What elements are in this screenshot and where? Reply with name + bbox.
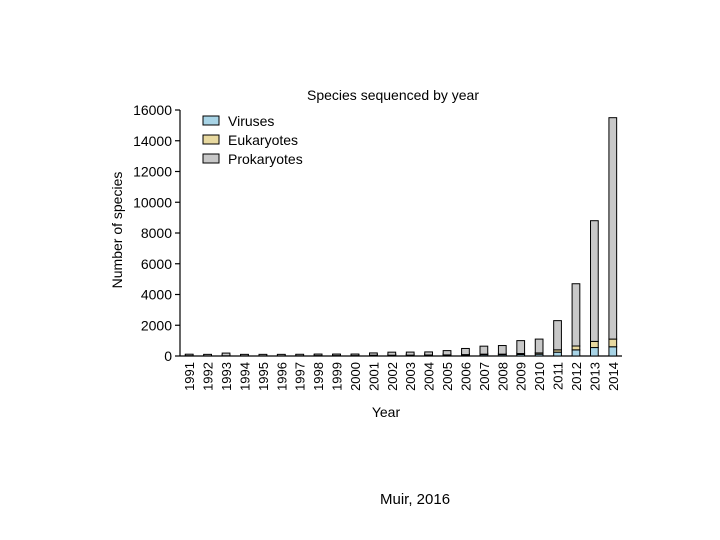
source-caption: Muir, 2016: [380, 491, 451, 508]
bar-segment-prokaryotes: [497, 345, 507, 355]
bar-segment-prokaryotes: [258, 353, 268, 357]
y-tick-label: 10000: [133, 194, 172, 210]
y-tick-label: 0: [164, 348, 172, 364]
bar-segment-prokaryotes: [369, 352, 378, 356]
bar-segment-viruses: [590, 347, 599, 357]
bar-segment-prokaryotes: [590, 220, 599, 342]
y-tick-label: 4000: [141, 287, 172, 303]
y-tick-label: 8000: [141, 225, 172, 241]
y-axis-label: Number of species: [109, 172, 125, 289]
bar-segment-viruses: [608, 346, 618, 357]
x-tick-label: 2001: [366, 362, 381, 391]
bar-segment-eukaryotes: [608, 338, 618, 348]
bar-segment-prokaryotes: [405, 351, 415, 356]
x-tick-label: 2008: [495, 362, 510, 391]
bar-segment-prokaryotes: [240, 353, 249, 357]
bar-segment-prokaryotes: [442, 350, 452, 356]
legend-swatch-eukaryotes: [202, 134, 220, 145]
x-tick-label: 2005: [440, 362, 455, 391]
x-tick-label: 1998: [311, 362, 326, 391]
x-tick-label: 2007: [477, 362, 492, 391]
legend-label-eukaryotes: Eukaryotes: [228, 132, 298, 148]
x-tick-label: 2006: [458, 362, 473, 391]
x-tick-label: 1993: [219, 362, 234, 391]
x-tick-label: 1996: [274, 362, 289, 391]
legend-swatch-prokaryotes: [202, 153, 220, 164]
x-axis: 1991 1992 1993 1994 1995 1996 1997 1998 1999 2000…: [180, 355, 622, 391]
bar-segment-prokaryotes: [516, 340, 526, 355]
bar-segment-prokaryotes: [313, 353, 323, 357]
bar-segment-prokaryotes: [221, 352, 231, 357]
bar-segment-viruses: [553, 351, 562, 357]
y-axis: 0 2000 4000 6000 8000 10000 12000 14000 16000: [133, 102, 181, 364]
bar-segment-viruses: [571, 349, 581, 357]
x-tick-label: 1994: [237, 362, 252, 391]
bar-segment-prokaryotes: [184, 353, 194, 357]
x-tick-label: 2004: [422, 362, 437, 391]
bar-segment-prokaryotes: [479, 345, 489, 355]
legend: Viruses Eukaryotes Prokaryotes: [202, 113, 303, 167]
bar-segment-prokaryotes: [387, 351, 397, 356]
bar-segment-prokaryotes: [295, 353, 305, 357]
y-tick-label: 12000: [133, 164, 172, 180]
x-tick-label: 2011: [551, 362, 566, 390]
x-tick-label: 2009: [514, 362, 529, 391]
x-axis-label: Year: [372, 404, 401, 420]
bar-segment-eukaryotes: [571, 345, 581, 351]
bar-segment-prokaryotes: [553, 320, 562, 351]
bar-segment-prokaryotes: [608, 117, 618, 340]
chart-title: Species sequenced by year: [307, 87, 479, 103]
bar-segment-prokaryotes: [350, 353, 360, 357]
bars: [184, 117, 618, 357]
x-tick-label: 2013: [587, 362, 602, 391]
bar-segment-prokaryotes: [203, 353, 212, 357]
x-tick-label: 2002: [385, 362, 400, 391]
y-tick-label: 2000: [141, 317, 172, 333]
bar-segment-prokaryotes: [424, 351, 433, 356]
x-tick-label: 1999: [330, 362, 345, 391]
legend-swatch-viruses: [202, 115, 220, 126]
bar-segment-prokaryotes: [276, 353, 286, 357]
x-tick-label: 2010: [532, 362, 547, 391]
x-tick-label: 1992: [201, 362, 216, 391]
y-tick-label: 6000: [141, 256, 172, 272]
legend-label-prokaryotes: Prokaryotes: [228, 151, 303, 167]
x-tick-label: 2014: [606, 362, 621, 391]
x-tick-label: 2012: [569, 362, 584, 391]
x-tick-label: 1995: [256, 362, 271, 391]
y-tick-label: 16000: [133, 102, 172, 118]
bar-segment-eukaryotes: [590, 340, 599, 349]
bar-segment-prokaryotes: [461, 347, 470, 356]
x-tick-label: 2003: [403, 362, 418, 391]
x-tick-label: 1997: [293, 362, 308, 391]
legend-label-viruses: Viruses: [228, 113, 274, 129]
y-tick-label: 14000: [133, 133, 172, 149]
bar-segment-prokaryotes: [534, 338, 544, 354]
bar-segment-prokaryotes: [332, 353, 341, 357]
x-tick-label: 2000: [348, 362, 363, 391]
x-tick-label: 1991: [182, 362, 197, 391]
bar-segment-prokaryotes: [571, 283, 581, 347]
